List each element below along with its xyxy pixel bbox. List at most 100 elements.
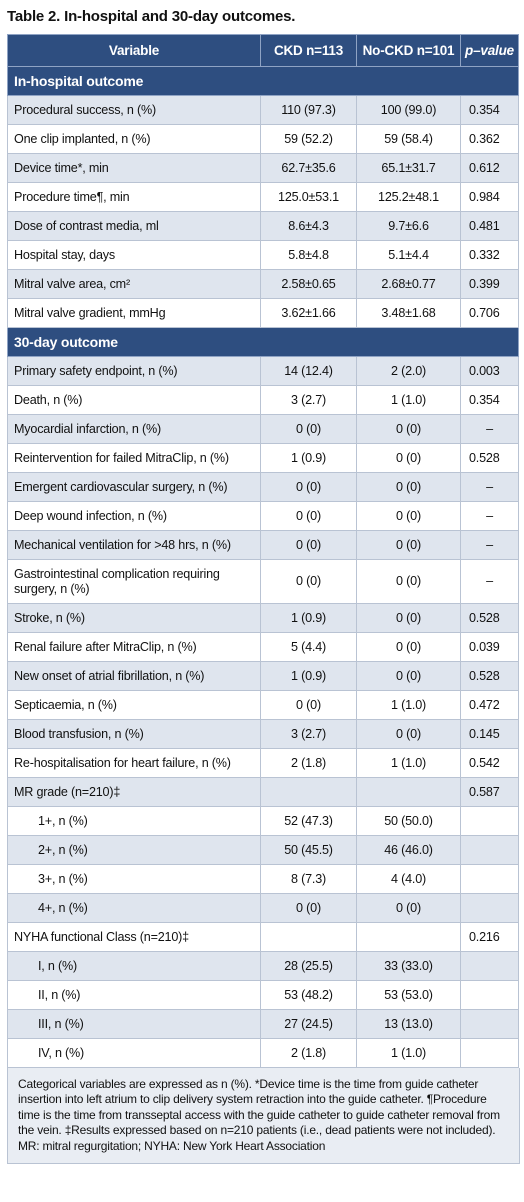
p-value — [460, 1009, 519, 1039]
no-ckd-value: 13 (13.0) — [356, 1009, 461, 1039]
outcomes-table: Variable CKD n=113 No-CKD n=101 p–value … — [7, 34, 519, 1068]
table-row: II, n (%) 53 (48.2) 53 (53.0) — [7, 980, 519, 1010]
ckd-value: 50 (45.5) — [260, 835, 357, 865]
row-label: Mitral valve area, cm² — [7, 269, 261, 299]
row-label: Dose of contrast media, ml — [7, 211, 261, 241]
row-label: MR grade (n=210)‡ — [7, 777, 261, 807]
table-row: Mitral valve area, cm² 2.58±0.65 2.68±0.77… — [7, 269, 519, 299]
row-label: Procedure time¶, min — [7, 182, 261, 212]
p-value: 0.472 — [460, 690, 519, 720]
no-ckd-value: 65.1±31.7 — [356, 153, 461, 183]
ckd-value: 5.8±4.8 — [260, 240, 357, 270]
table-row: Gastrointestinal complication requiring … — [7, 559, 519, 604]
ckd-value: 0 (0) — [260, 414, 357, 444]
row-label: Mitral valve gradient, mmHg — [7, 298, 261, 328]
header-p-value: p–value — [460, 34, 519, 67]
no-ckd-value: 0 (0) — [356, 603, 461, 633]
row-label: Stroke, n (%) — [7, 603, 261, 633]
row-label: Blood transfusion, n (%) — [7, 719, 261, 749]
table-row: Procedural success, n (%) 110 (97.3) 100 (… — [7, 95, 519, 125]
table-row: IV, n (%) 2 (1.8) 1 (1.0) — [7, 1038, 519, 1068]
p-value — [460, 893, 519, 923]
no-ckd-value — [356, 777, 461, 807]
no-ckd-value: 33 (33.0) — [356, 951, 461, 981]
ckd-value: 8 (7.3) — [260, 864, 357, 894]
row-label: Primary safety endpoint, n (%) — [7, 356, 261, 386]
ckd-value: 59 (52.2) — [260, 124, 357, 154]
table-row: Reintervention for failed MitraClip, n (… — [7, 443, 519, 473]
ckd-value: 0 (0) — [260, 690, 357, 720]
row-label: Septicaemia, n (%) — [7, 690, 261, 720]
table-row: MR grade (n=210)‡ 0.587 — [7, 777, 519, 807]
row-label: Renal failure after MitraClip, n (%) — [7, 632, 261, 662]
table-caption: Table 2. In-hospital and 30-day outcomes… — [7, 8, 296, 25]
table-row: Procedure time¶, min 125.0±53.1 125.2±48.1… — [7, 182, 519, 212]
p-value: – — [460, 414, 519, 444]
ckd-value: 53 (48.2) — [260, 980, 357, 1010]
no-ckd-value: 100 (99.0) — [356, 95, 461, 125]
ckd-value: 2.58±0.65 — [260, 269, 357, 299]
row-label: 3+, n (%) — [7, 864, 261, 894]
no-ckd-value: 0 (0) — [356, 632, 461, 662]
p-value: 0.216 — [460, 922, 519, 952]
ckd-value: 27 (24.5) — [260, 1009, 357, 1039]
row-label: Device time*, min — [7, 153, 261, 183]
row-label: Mechanical ventilation for >48 hrs, n (%… — [7, 530, 261, 560]
table-row: 3+, n (%) 8 (7.3) 4 (4.0) — [7, 864, 519, 894]
header-no-ckd: No-CKD n=101 — [356, 34, 461, 67]
section-header: In-hospital outcome — [7, 66, 519, 96]
ckd-value: 2 (1.8) — [260, 748, 357, 778]
p-value: 0.528 — [460, 603, 519, 633]
p-value — [460, 835, 519, 865]
no-ckd-value: 59 (58.4) — [356, 124, 461, 154]
p-value — [460, 951, 519, 981]
table-row: I, n (%) 28 (25.5) 33 (33.0) — [7, 951, 519, 981]
p-value: 0.039 — [460, 632, 519, 662]
p-value: 0.354 — [460, 385, 519, 415]
p-value: 0.362 — [460, 124, 519, 154]
p-value — [460, 1038, 519, 1068]
table-row: Blood transfusion, n (%) 3 (2.7) 0 (0) 0.14… — [7, 719, 519, 749]
header-ckd: CKD n=113 — [260, 34, 357, 67]
ckd-value: 0 (0) — [260, 893, 357, 923]
p-value: 0.587 — [460, 777, 519, 807]
table-row: New onset of atrial fibrillation, n (%) 1… — [7, 661, 519, 691]
p-value: 0.542 — [460, 748, 519, 778]
row-label: Emergent cardiovascular surgery, n (%) — [7, 472, 261, 502]
table-row: 1+, n (%) 52 (47.3) 50 (50.0) — [7, 806, 519, 836]
p-value — [460, 864, 519, 894]
table-row: One clip implanted, n (%) 59 (52.2) 59 (58… — [7, 124, 519, 154]
row-label: Deep wound infection, n (%) — [7, 501, 261, 531]
table-row: NYHA functional Class (n=210)‡ 0.216 — [7, 922, 519, 952]
ckd-value: 110 (97.3) — [260, 95, 357, 125]
table-row: Mitral valve gradient, mmHg 3.62±1.66 3.48… — [7, 298, 519, 328]
ckd-value: 3 (2.7) — [260, 385, 357, 415]
table-row: 4+, n (%) 0 (0) 0 (0) — [7, 893, 519, 923]
p-value: 0.706 — [460, 298, 519, 328]
no-ckd-value: 46 (46.0) — [356, 835, 461, 865]
p-value: 0.481 — [460, 211, 519, 241]
table-row: Re-hospitalisation for heart failure, n … — [7, 748, 519, 778]
row-label: III, n (%) — [7, 1009, 261, 1039]
p-value: 0.528 — [460, 661, 519, 691]
table-row: Myocardial infarction, n (%) 0 (0) 0 (0) – — [7, 414, 519, 444]
table-footnote: Categorical variables are expressed as n… — [7, 1068, 520, 1165]
no-ckd-value: 125.2±48.1 — [356, 182, 461, 212]
section-header: 30-day outcome — [7, 327, 519, 357]
table-row: Primary safety endpoint, n (%) 14 (12.4) 2… — [7, 356, 519, 386]
row-label: 2+, n (%) — [7, 835, 261, 865]
ckd-value — [260, 777, 357, 807]
row-label: Death, n (%) — [7, 385, 261, 415]
no-ckd-value: 2 (2.0) — [356, 356, 461, 386]
row-label: Myocardial infarction, n (%) — [7, 414, 261, 444]
no-ckd-value: 0 (0) — [356, 661, 461, 691]
no-ckd-value: 1 (1.0) — [356, 690, 461, 720]
ckd-value: 0 (0) — [260, 559, 357, 604]
ckd-value: 2 (1.8) — [260, 1038, 357, 1068]
ckd-value: 14 (12.4) — [260, 356, 357, 386]
row-label: One clip implanted, n (%) — [7, 124, 261, 154]
p-value — [460, 806, 519, 836]
p-value: – — [460, 559, 519, 604]
p-value: 0.528 — [460, 443, 519, 473]
row-label: IV, n (%) — [7, 1038, 261, 1068]
